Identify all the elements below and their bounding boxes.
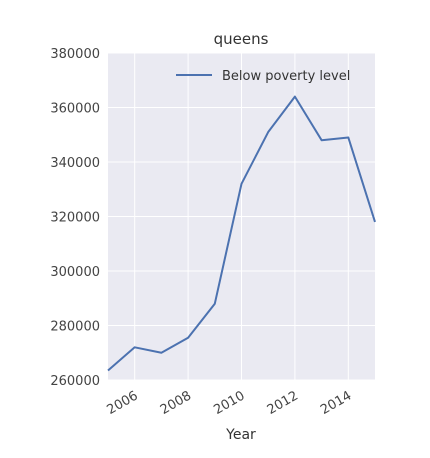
y-tick-label: 300000: [50, 265, 100, 280]
series-layer: [107, 95, 376, 372]
x-tick-label: 2014: [318, 388, 354, 418]
x-tick-labels: 2006 2008 2010 2012 2014: [105, 388, 355, 418]
grid-lines: [108, 52, 375, 381]
y-tick-label: 320000: [50, 211, 100, 226]
y-tick-label: 380000: [50, 47, 100, 62]
x-axis-label: Year: [225, 427, 256, 443]
x-tick-label: 2012: [265, 388, 301, 418]
chart-title: queens: [214, 30, 269, 48]
y-tick-label: 360000: [50, 102, 100, 117]
y-tick-label: 340000: [50, 156, 100, 171]
legend-label: Below poverty level: [222, 69, 350, 84]
y-tick-label: 260000: [50, 374, 100, 389]
x-tick-label: 2008: [158, 388, 194, 418]
x-tick-label: 2006: [105, 388, 141, 418]
y-tick-labels: 260000 280000 300000 320000 340000 360000 3800…: [50, 47, 100, 389]
y-tick-label: 280000: [50, 320, 100, 335]
legend: Below poverty level: [176, 69, 350, 84]
x-tick-label: 2010: [211, 388, 247, 418]
